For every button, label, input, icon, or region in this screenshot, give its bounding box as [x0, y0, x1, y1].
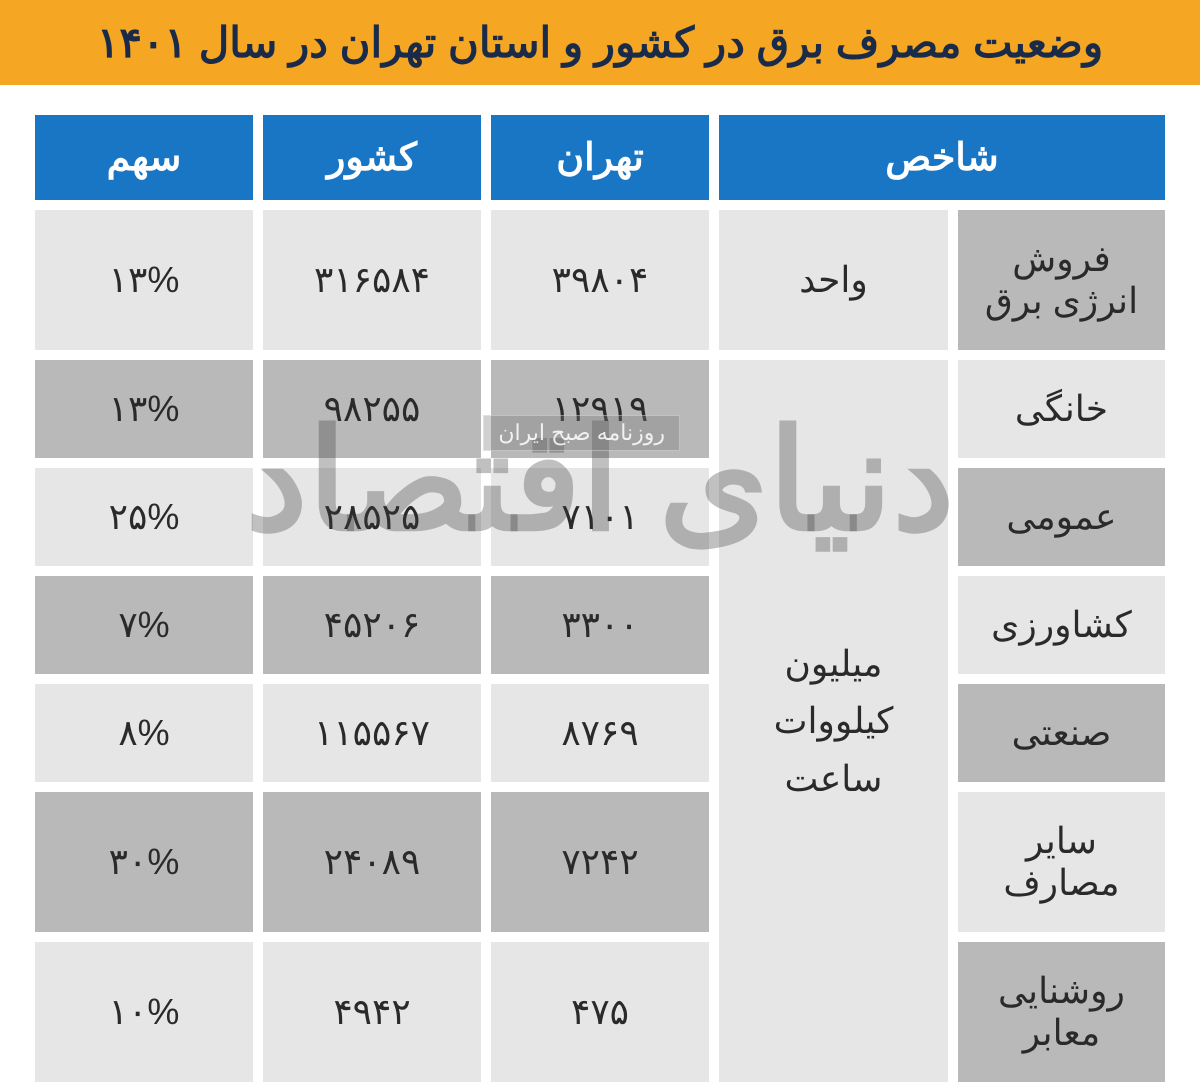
table-row: صنعتی ۸۷۶۹ ۱۱۵۵۶۷ ۸% [35, 684, 1165, 782]
col-header-country: کشور [263, 115, 481, 200]
cell-unit: واحد [719, 210, 948, 350]
cell-tehran: ۳۳۰۰ [491, 576, 709, 674]
cell-index: عمومی [958, 468, 1165, 566]
cell-tehran: ۴۷۵ [491, 942, 709, 1082]
table-wrapper: شاخص تهران کشور سهم فروش انرژی برق واحد … [0, 85, 1200, 1092]
table-row: عمومی ۷۱۰۱ ۲۸۵۲۵ ۲۵% [35, 468, 1165, 566]
cell-share: ۲۵% [35, 468, 253, 566]
cell-index: فروش انرژی برق [958, 210, 1165, 350]
cell-share: ۱۳% [35, 210, 253, 350]
cell-country: ۳۱۶۵۸۴ [263, 210, 481, 350]
cell-index: سایر مصارف [958, 792, 1165, 932]
table-row: فروش انرژی برق واحد ۳۹۸۰۴ ۳۱۶۵۸۴ ۱۳% [35, 210, 1165, 350]
cell-unit-merged: میلیون کیلووات ساعت [719, 360, 948, 1082]
electricity-table: شاخص تهران کشور سهم فروش انرژی برق واحد … [25, 105, 1175, 1092]
cell-country: ۴۵۲۰۶ [263, 576, 481, 674]
cell-share: ۸% [35, 684, 253, 782]
cell-tehran: ۳۹۸۰۴ [491, 210, 709, 350]
table-header-row: شاخص تهران کشور سهم [35, 115, 1165, 200]
cell-share: ۱۳% [35, 360, 253, 458]
cell-index: صنعتی [958, 684, 1165, 782]
cell-country: ۱۱۵۵۶۷ [263, 684, 481, 782]
cell-index: روشنایی معابر [958, 942, 1165, 1082]
cell-share: ۱۰% [35, 942, 253, 1082]
cell-country: ۲۴۰۸۹ [263, 792, 481, 932]
cell-country: ۴۹۴۲ [263, 942, 481, 1082]
cell-tehran: ۷۲۴۲ [491, 792, 709, 932]
cell-tehran: ۱۲۹۱۹ [491, 360, 709, 458]
table-row: کشاورزی ۳۳۰۰ ۴۵۲۰۶ ۷% [35, 576, 1165, 674]
col-header-index: شاخص [719, 115, 1165, 200]
table-row: سایر مصارف ۷۲۴۲ ۲۴۰۸۹ ۳۰% [35, 792, 1165, 932]
cell-share: ۷% [35, 576, 253, 674]
cell-share: ۳۰% [35, 792, 253, 932]
cell-index: کشاورزی [958, 576, 1165, 674]
cell-country: ۲۸۵۲۵ [263, 468, 481, 566]
title-bar: وضعیت مصرف برق در کشور و استان تهران در … [0, 0, 1200, 85]
page-title: وضعیت مصرف برق در کشور و استان تهران در … [97, 19, 1103, 66]
cell-tehran: ۸۷۶۹ [491, 684, 709, 782]
cell-tehran: ۷۱۰۱ [491, 468, 709, 566]
table-row: روشنایی معابر ۴۷۵ ۴۹۴۲ ۱۰% [35, 942, 1165, 1082]
cell-country: ۹۸۲۵۵ [263, 360, 481, 458]
table-row: خانگی میلیون کیلووات ساعت ۱۲۹۱۹ ۹۸۲۵۵ ۱۳… [35, 360, 1165, 458]
cell-index: خانگی [958, 360, 1165, 458]
col-header-share: سهم [35, 115, 253, 200]
col-header-tehran: تهران [491, 115, 709, 200]
page-container: وضعیت مصرف برق در کشور و استان تهران در … [0, 0, 1200, 1092]
